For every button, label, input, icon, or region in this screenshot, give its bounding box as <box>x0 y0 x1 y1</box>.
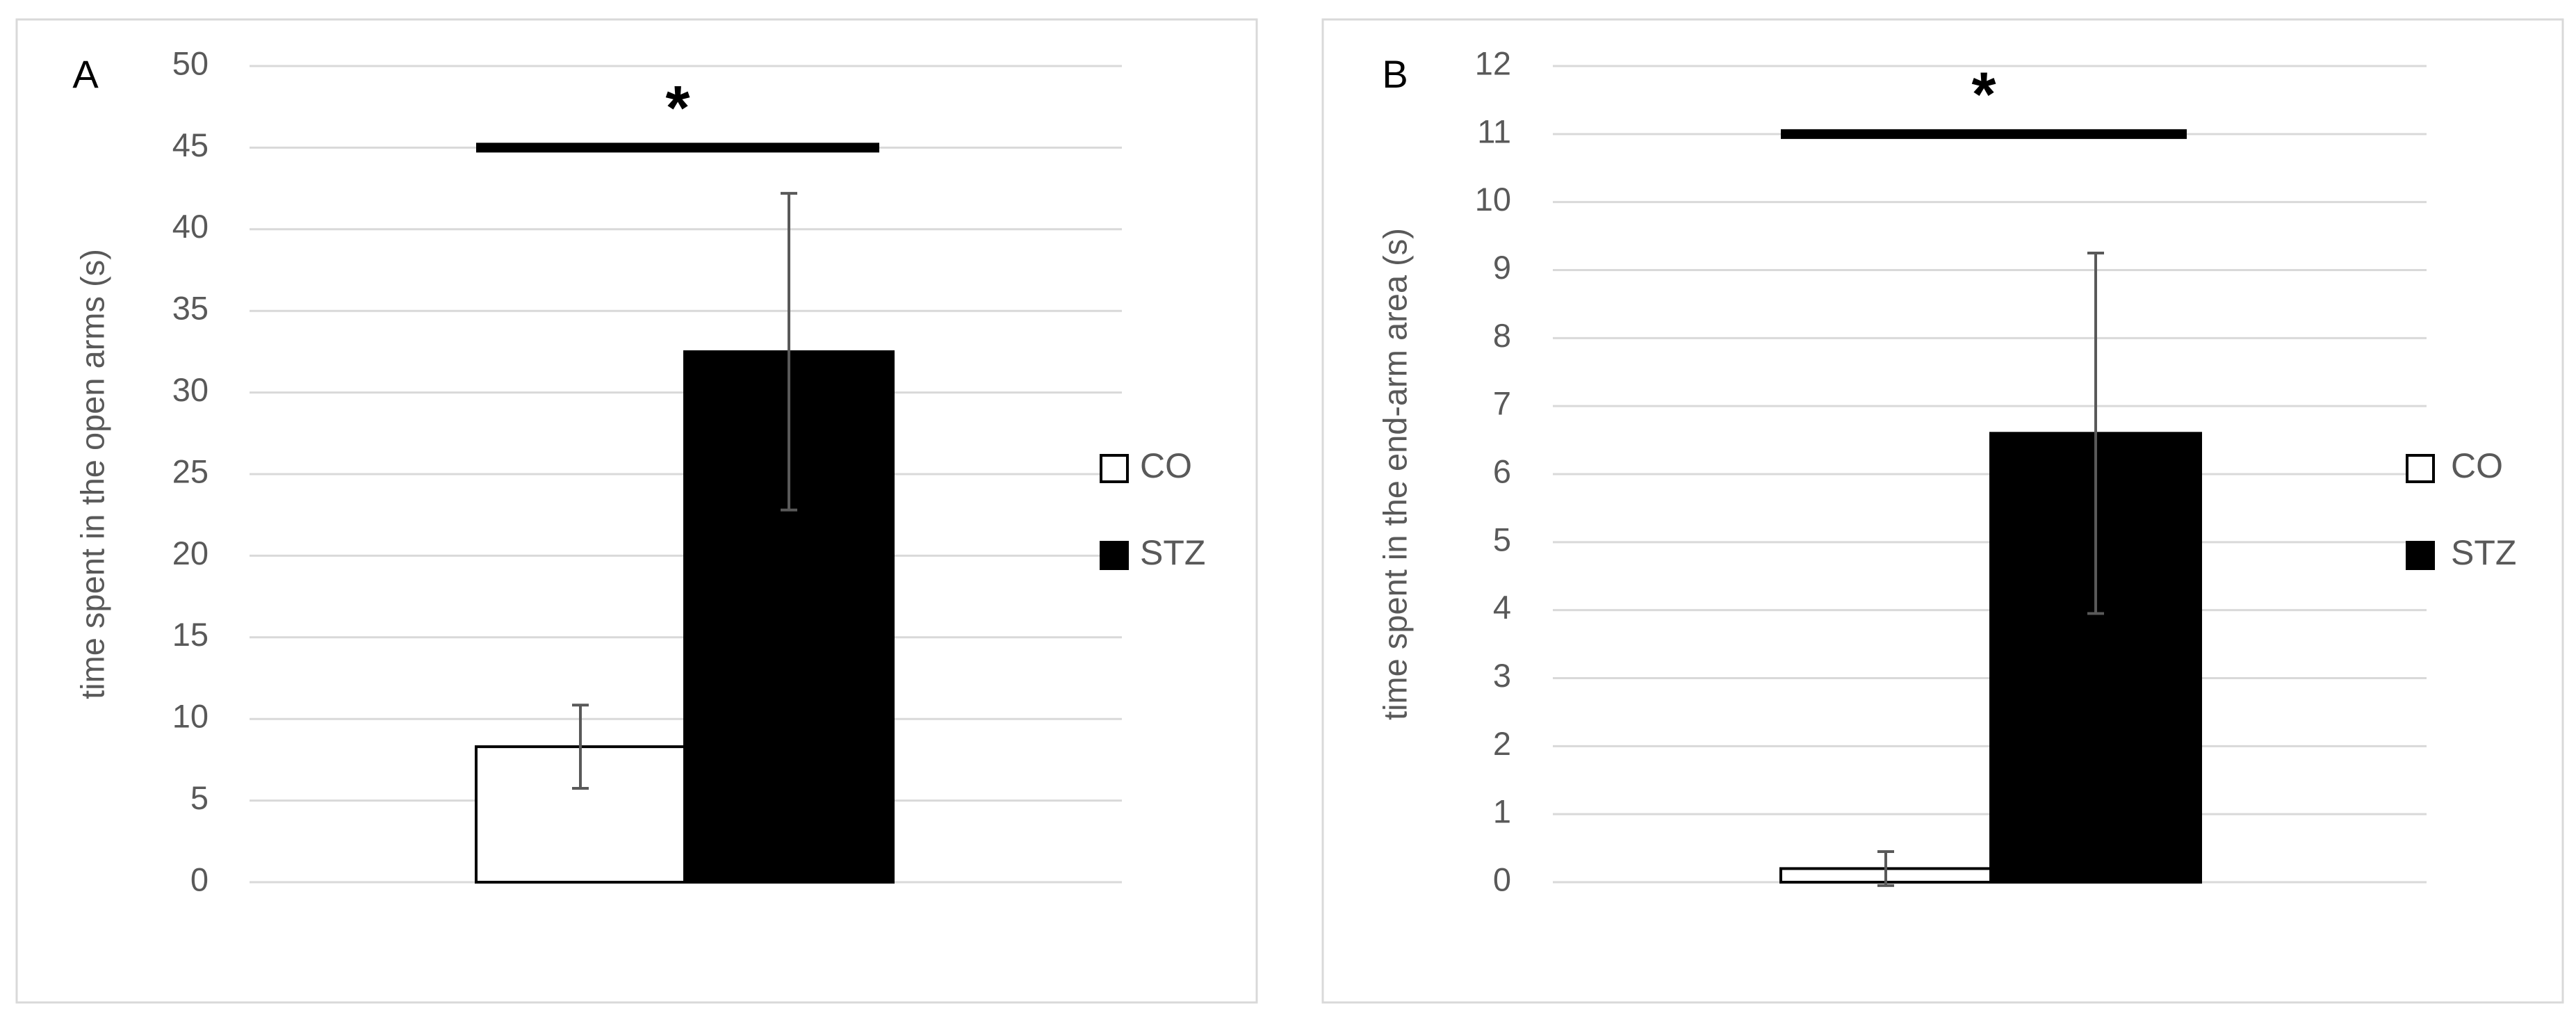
y-tick-label: 25 <box>172 453 209 489</box>
legend-swatch <box>1100 541 1129 570</box>
y-tick-label: 45 <box>172 127 209 163</box>
y-axis-label: time spent in the open arms (s) <box>74 249 111 699</box>
y-tick-label: 10 <box>1475 181 1511 218</box>
y-tick-label: 40 <box>172 208 209 245</box>
legend-label: STZ <box>2451 533 2516 572</box>
y-tick-label: 12 <box>1475 44 1511 81</box>
y-tick-label: 35 <box>172 290 209 327</box>
y-tick-label: 1 <box>1493 793 1511 830</box>
y-tick-label: 4 <box>1493 589 1511 626</box>
legend-label: CO <box>2451 446 2503 485</box>
y-tick-label: 20 <box>172 535 209 571</box>
y-tick-label: 9 <box>1493 249 1511 286</box>
y-tick-label: 30 <box>172 371 209 408</box>
panel-label: A <box>72 52 99 96</box>
y-tick-label: 3 <box>1493 657 1511 694</box>
y-axis-label: time spent in the end-arm area (s) <box>1376 228 1413 720</box>
y-tick-label: 10 <box>172 698 209 735</box>
error-bar <box>1877 850 1894 887</box>
y-tick-label: 50 <box>172 44 209 81</box>
y-tick-label: 0 <box>190 861 209 897</box>
y-tick-label: 5 <box>1493 521 1511 558</box>
significance-label: * <box>665 74 690 143</box>
y-tick-label: 2 <box>1493 725 1511 762</box>
y-tick-label: 0 <box>1493 861 1511 897</box>
legend-swatch <box>2406 541 2435 570</box>
y-tick-label: 11 <box>1477 113 1511 149</box>
legend-swatch <box>2406 454 2435 483</box>
legend-label: STZ <box>1140 533 1205 572</box>
y-tick-label: 7 <box>1493 385 1511 422</box>
y-tick-label: 8 <box>1493 317 1511 354</box>
error-bar <box>572 704 589 790</box>
y-tick-label: 5 <box>190 779 209 816</box>
error-bar <box>781 192 797 512</box>
panel-label: B <box>1382 52 1408 96</box>
legend-swatch <box>1100 454 1129 483</box>
significance-label: * <box>1971 60 1996 130</box>
legend-label: CO <box>1140 446 1192 485</box>
y-tick-label: 15 <box>172 616 209 653</box>
panel-border <box>1321 18 2564 1004</box>
error-bar <box>2087 252 2104 615</box>
y-tick-label: 6 <box>1493 453 1511 489</box>
